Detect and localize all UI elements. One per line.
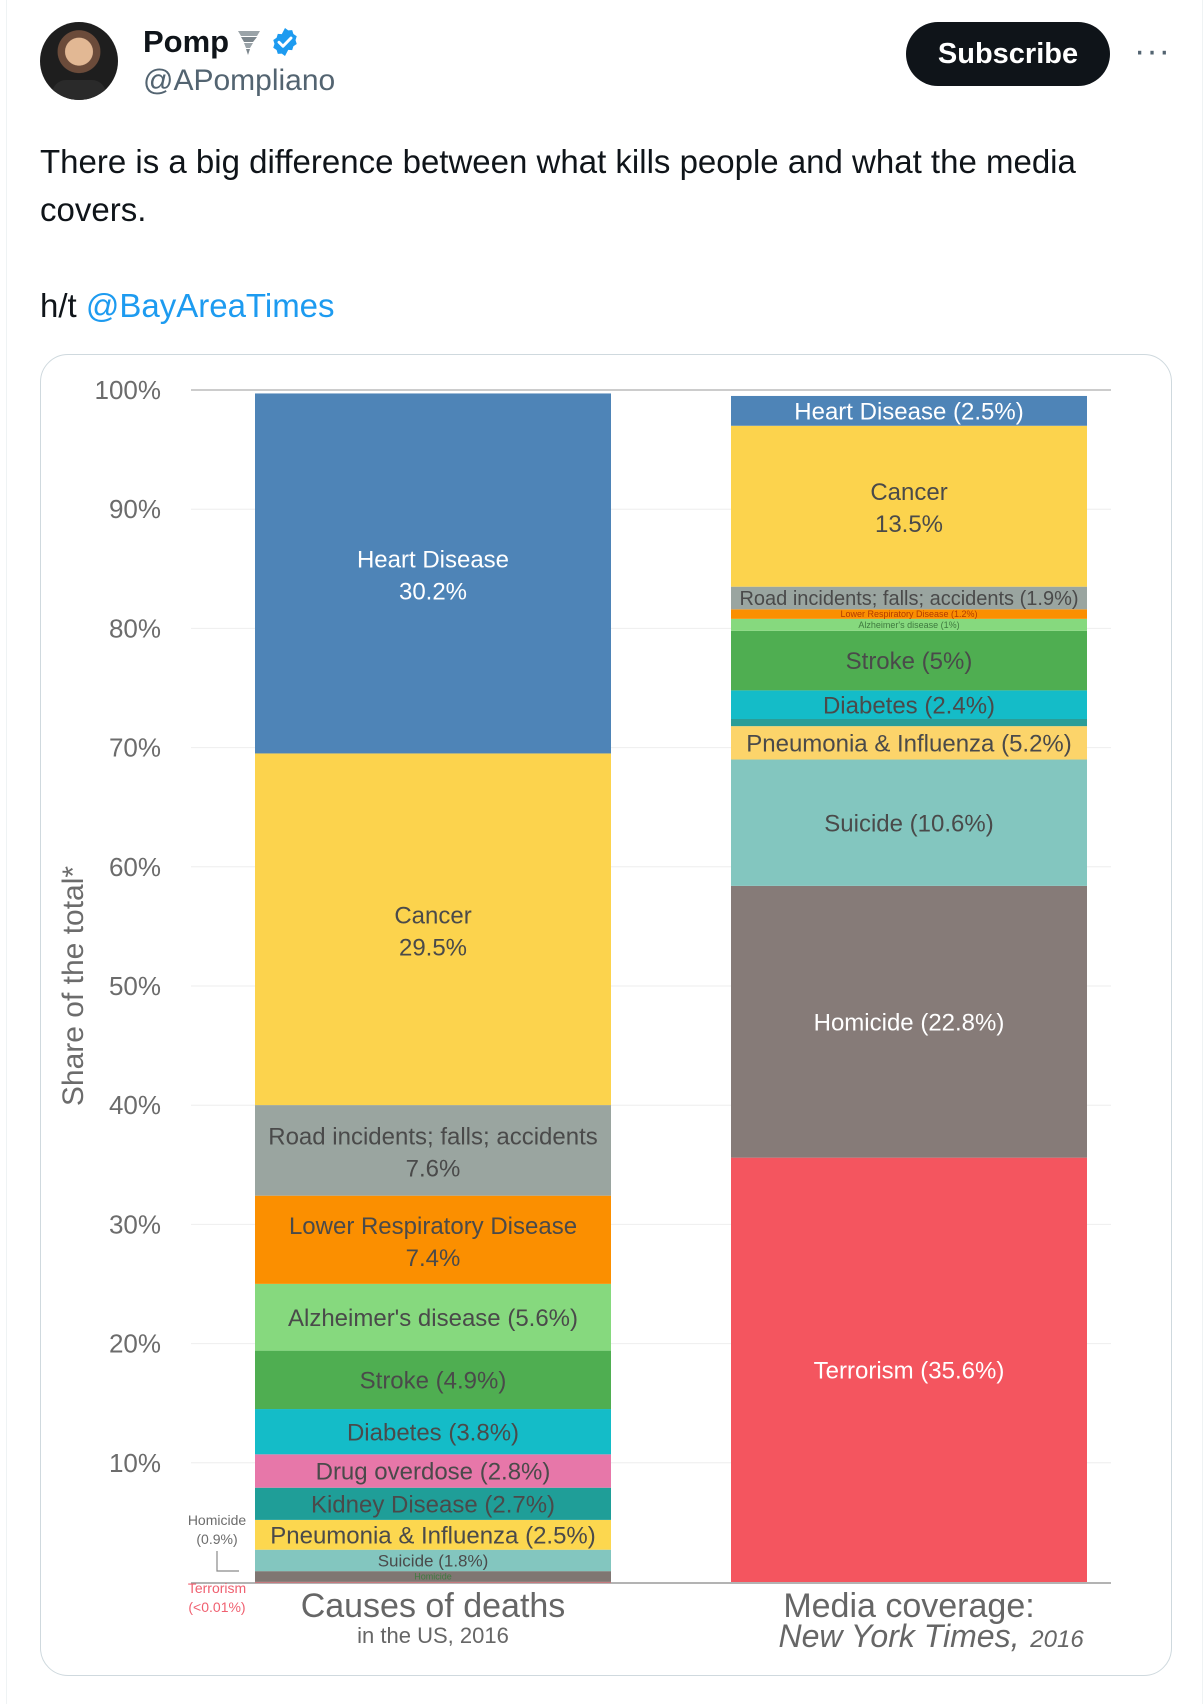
- bar-segment-1-road-incidents-falls-accidents-1-9: [731, 586, 1087, 610]
- subscribe-button[interactable]: Subscribe: [906, 22, 1110, 86]
- tweet-credit: h/t @BayAreaTimes: [40, 282, 1170, 330]
- segment-label-0-kidney-disease-2-7: Kidney Disease (2.7%): [311, 1491, 555, 1518]
- more-options-icon[interactable]: ···: [1134, 32, 1171, 70]
- segment-label-1-stroke-5: Stroke (5%): [846, 648, 973, 675]
- segment-label-0-diabetes-3-8: Diabetes (3.8%): [347, 1419, 519, 1446]
- segment-label-0-cancer: Cancer: [394, 902, 471, 929]
- segment-value-0-road-incidents-falls-accidents: 7.6%: [406, 1155, 461, 1182]
- annotation-terrorism: Terrorism: [188, 1580, 246, 1596]
- y-tick-label-80: 80%: [109, 613, 161, 643]
- segment-value-0-lower-respiratory-disease: 7.4%: [406, 1245, 461, 1272]
- y-tick-label-20: 20%: [109, 1329, 161, 1359]
- segment-label-1-lower-respiratory-disease-1-2: Lower Respiratory Disease (1.2%): [840, 609, 977, 619]
- bar-segment-1-kidney: [731, 718, 1087, 727]
- y-tick-label-40: 40%: [109, 1090, 161, 1120]
- bar-segment-1-terrorism-35-6: [731, 1157, 1087, 1582]
- segment-label-1-homicide-22-8: Homicide (22.8%): [814, 1009, 1005, 1036]
- y-tick-label-90: 90%: [109, 494, 161, 524]
- segment-value-0-heart-disease: 30.2%: [399, 578, 467, 605]
- segment-label-0-road-incidents-falls-accidents: Road incidents; falls; accidents: [268, 1123, 598, 1150]
- bar-segment-1-heart-disease-2-5: [731, 395, 1087, 426]
- segment-label-0-homicide: Homicide: [414, 1572, 452, 1582]
- column-subtitle-0: in the US, 2016: [357, 1623, 509, 1648]
- bar-segment-0-alzheimer-s-disease-5-6: [255, 1283, 611, 1351]
- bar-segment-0-cancer: [255, 753, 611, 1106]
- bar-segment-1-lower-respiratory-disease-1-2: [731, 609, 1087, 619]
- segment-value-1-cancer: 13.5%: [875, 511, 943, 538]
- segment-label-0-drug-overdose-2-8: Drug overdose (2.8%): [316, 1459, 551, 1486]
- segment-label-1-pneumonia-influenza-5-2: Pneumonia & Influenza (5.2%): [746, 730, 1072, 757]
- bar-segment-0-heart-disease: [255, 393, 611, 754]
- bar-segment-1-homicide-22-8: [731, 885, 1087, 1158]
- segment-label-1-alzheimer-s-disease-1: Alzheimer's disease (1%): [858, 620, 959, 630]
- bar-segment-0-terrorism: [255, 1581, 611, 1583]
- verified-badge-icon: [273, 28, 297, 56]
- y-axis-label: Share of the total*: [57, 866, 90, 1106]
- segment-label-0-lower-respiratory-disease: Lower Respiratory Disease: [289, 1213, 577, 1240]
- bar-segment-0-suicide-1-8: [255, 1549, 611, 1572]
- bar-segment-1-cancer: [731, 425, 1087, 587]
- segment-label-0-alzheimer-s-disease-5-6: Alzheimer's disease (5.6%): [288, 1305, 578, 1332]
- stacked-bar-chart: 100% 90% 80% 70% 60% 50% 40% 30% 20% 10% Share of …: [57, 375, 1111, 1654]
- tweet-line: There is a big difference between what k…: [40, 143, 1076, 228]
- tornado-icon: [238, 31, 261, 55]
- annotation-homicide: Homicide: [188, 1512, 247, 1528]
- author-name[interactable]: Pomp: [143, 24, 230, 59]
- annotation-homicide-pointer: [216, 1551, 239, 1572]
- y-tick-label-10: 10%: [109, 1448, 161, 1478]
- y-tick-label-50: 50%: [109, 971, 161, 1001]
- bar-segment-0-diabetes-3-8: [255, 1409, 611, 1455]
- bar-segment-0-kidney-disease-2-7: [255, 1487, 611, 1520]
- segment-label-1-diabetes-2-4: Diabetes (2.4%): [823, 692, 995, 719]
- column-title-1: Media coverage:: [783, 1587, 1034, 1625]
- y-tick-label-70: 70%: [109, 733, 161, 763]
- y-tick-label-100: 100%: [95, 375, 162, 405]
- segment-label-0-pneumonia-influenza-2-5: Pneumonia & Influenza (2.5%): [270, 1522, 596, 1549]
- segment-label-1-cancer: Cancer: [870, 479, 947, 506]
- bar-segment-1-suicide-10-6: [731, 759, 1087, 886]
- mention-link[interactable]: @BayAreaTimes: [85, 287, 335, 324]
- bar-segment-1-alzheimer-s-disease-1: [731, 618, 1087, 631]
- segment-label-0-heart-disease: Heart Disease: [357, 546, 509, 573]
- media-card[interactable]: 100% 90% 80% 70% 60% 50% 40% 30% 20% 10% Share of …: [40, 354, 1172, 1676]
- column-subtitle-year-1: 2016: [1029, 1626, 1084, 1653]
- bar-segment-1-stroke-5: [731, 630, 1087, 691]
- bar-segment-0-road-incidents-falls-accidents: [255, 1105, 611, 1196]
- segment-label-0-stroke-4-9: Stroke (4.9%): [360, 1367, 507, 1394]
- timeline-border-left: [6, 0, 7, 1704]
- segment-label-1-terrorism-35-6: Terrorism (35.6%): [814, 1357, 1005, 1384]
- tweet-text: There is a big difference between what k…: [40, 138, 1170, 330]
- segment-label-1-suicide-10-6: Suicide (10.6%): [824, 810, 993, 837]
- segment-label-1-heart-disease-2-5: Heart Disease (2.5%): [794, 399, 1023, 426]
- segment-label-0-suicide-1-8: Suicide (1.8%): [378, 1552, 489, 1571]
- ht-prefix: h/t: [40, 287, 86, 324]
- bar-segment-0-stroke-4-9: [255, 1350, 611, 1410]
- segment-value-0-cancer: 29.5%: [399, 934, 467, 961]
- timeline-border-right: [1202, 0, 1203, 1704]
- bar-segment-0-drug-overdose-2-8: [255, 1454, 611, 1488]
- annotation-homicide-value: (0.9%): [196, 1531, 237, 1547]
- bar-segment-0-homicide: [255, 1571, 611, 1582]
- column-title-0: Causes of deaths: [301, 1587, 566, 1625]
- author-name-row[interactable]: Pomp: [143, 24, 301, 60]
- y-tick-label-60: 60%: [109, 852, 161, 882]
- bar-segment-0-lower-respiratory-disease: [255, 1195, 611, 1284]
- bar-segment-0-pneumonia-influenza-2-5: [255, 1519, 611, 1550]
- author-handle[interactable]: @APompliano: [143, 64, 336, 97]
- column-subtitle-1: New York Times,: [779, 1618, 1020, 1654]
- bar-segment-1-diabetes-2-4: [731, 690, 1087, 719]
- y-tick-label-30: 30%: [109, 1209, 161, 1239]
- annotation-terrorism-value: (<0.01%): [188, 1599, 245, 1615]
- avatar[interactable]: [40, 22, 118, 100]
- bar-segment-1-pneumonia-influenza-5-2: [731, 726, 1087, 760]
- segment-label-1-road-incidents-falls-accidents-1-9: Road incidents; falls; accidents (1.9%): [739, 588, 1078, 610]
